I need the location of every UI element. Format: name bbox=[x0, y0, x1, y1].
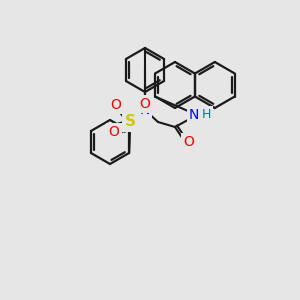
Text: S: S bbox=[124, 115, 136, 130]
Text: O: O bbox=[140, 97, 150, 111]
Text: H: H bbox=[201, 109, 211, 122]
Text: O: O bbox=[111, 98, 122, 112]
Text: N: N bbox=[140, 103, 150, 117]
Text: O: O bbox=[184, 135, 194, 149]
Text: N: N bbox=[189, 108, 199, 122]
Text: O: O bbox=[109, 125, 119, 139]
